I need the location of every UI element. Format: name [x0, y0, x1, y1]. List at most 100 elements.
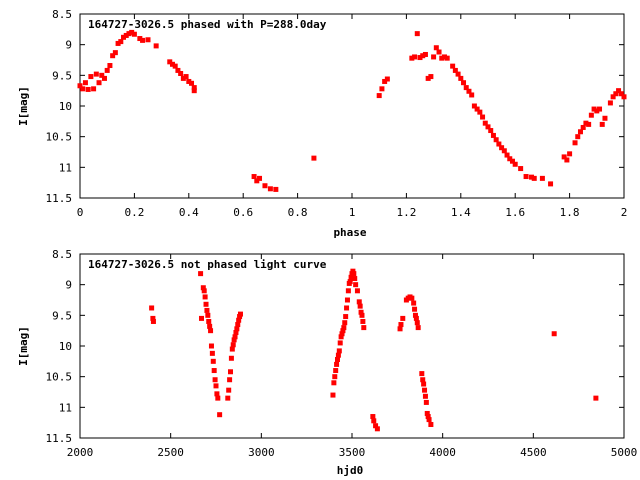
y-tick-label: 11.5	[46, 192, 73, 205]
data-point	[273, 186, 279, 192]
data-point	[621, 94, 627, 100]
x-tick-label: 1	[349, 206, 356, 219]
data-point	[422, 393, 428, 399]
data-points	[149, 268, 599, 432]
data-point	[474, 106, 480, 112]
data-point	[341, 325, 347, 331]
data-point	[191, 88, 197, 94]
data-point	[458, 75, 464, 81]
data-point	[186, 78, 192, 84]
data-point	[610, 94, 616, 100]
data-point	[496, 141, 502, 147]
data-point	[607, 100, 613, 106]
data-point	[237, 311, 243, 317]
data-points	[77, 29, 627, 192]
data-point	[539, 175, 545, 181]
y-tick-label: 11	[59, 401, 72, 414]
data-point	[211, 368, 217, 374]
data-point	[480, 114, 486, 120]
data-point	[236, 317, 242, 323]
data-point	[572, 140, 578, 146]
unphased-light-curve-plot: 8.5 9 9.5 10 10.5 11 11.5 2000 2500 3000 3500 4000…	[17, 248, 637, 477]
data-point	[420, 53, 426, 59]
data-point	[178, 70, 184, 76]
data-point	[267, 186, 273, 192]
data-point	[77, 83, 83, 89]
y-axis-ticks: 8.5 9 9.5 10 10.5 11 11.5	[46, 8, 624, 205]
data-point	[207, 323, 213, 329]
data-point	[618, 91, 624, 97]
data-point	[191, 85, 197, 91]
data-point	[373, 423, 379, 429]
data-point	[413, 315, 419, 321]
data-point	[397, 326, 403, 332]
data-point	[229, 346, 235, 352]
data-point	[345, 288, 351, 294]
data-point	[575, 134, 581, 140]
data-point	[412, 54, 418, 60]
data-point	[583, 120, 589, 126]
data-point	[469, 92, 475, 98]
data-point	[370, 414, 376, 420]
x-tick-label: 5000	[611, 446, 638, 459]
data-point	[352, 276, 358, 282]
data-point	[433, 45, 439, 51]
data-point	[198, 271, 204, 277]
data-point	[428, 422, 434, 428]
data-point	[334, 361, 340, 367]
data-point	[417, 55, 423, 61]
data-point	[85, 86, 91, 92]
data-point	[331, 380, 337, 386]
data-point	[338, 334, 344, 340]
y-tick-label: 9	[65, 279, 72, 292]
data-point	[444, 55, 450, 61]
y-tick-label: 10	[59, 340, 72, 353]
data-point	[235, 322, 241, 328]
data-point	[382, 78, 388, 84]
data-point	[452, 67, 458, 73]
data-point	[422, 51, 428, 57]
data-point	[412, 306, 418, 312]
data-point	[347, 279, 353, 285]
x-axis-ticks: 0 0.2 0.4 0.6 0.8 1 1.2 1.4 1.6 1.8 2	[77, 14, 627, 219]
data-point	[217, 412, 223, 418]
data-point	[228, 369, 234, 375]
data-point	[597, 106, 603, 112]
data-point	[101, 75, 107, 81]
data-point	[340, 328, 346, 334]
y-tick-label: 11.5	[46, 432, 73, 445]
data-point	[384, 76, 390, 82]
data-point	[167, 59, 173, 65]
y-tick-label: 10	[59, 100, 72, 113]
data-point	[332, 374, 338, 380]
data-point	[359, 312, 365, 318]
data-point	[423, 399, 429, 405]
data-point	[415, 325, 421, 331]
data-point	[172, 63, 178, 69]
data-point	[228, 355, 234, 361]
data-point	[488, 128, 494, 134]
data-point	[493, 137, 499, 143]
data-point	[150, 318, 156, 324]
plot-frame	[79, 13, 625, 199]
y-tick-label: 10.5	[46, 371, 73, 384]
data-point	[414, 320, 420, 326]
data-point	[613, 91, 619, 97]
data-point	[93, 71, 99, 77]
data-point	[337, 340, 343, 346]
data-point	[226, 387, 232, 393]
data-point	[348, 274, 354, 280]
data-point	[339, 331, 345, 337]
data-point	[354, 288, 360, 294]
data-point	[234, 326, 240, 332]
data-point	[150, 315, 156, 321]
data-point	[551, 331, 557, 337]
data-point	[379, 86, 385, 92]
data-point	[212, 377, 218, 383]
data-point	[342, 320, 348, 326]
data-point	[420, 377, 426, 383]
data-point	[257, 175, 263, 181]
data-point	[353, 282, 359, 288]
chart-title: 164727-3026.5 phased with P=288.0day	[88, 18, 327, 31]
x-tick-label: 1.4	[451, 206, 471, 219]
